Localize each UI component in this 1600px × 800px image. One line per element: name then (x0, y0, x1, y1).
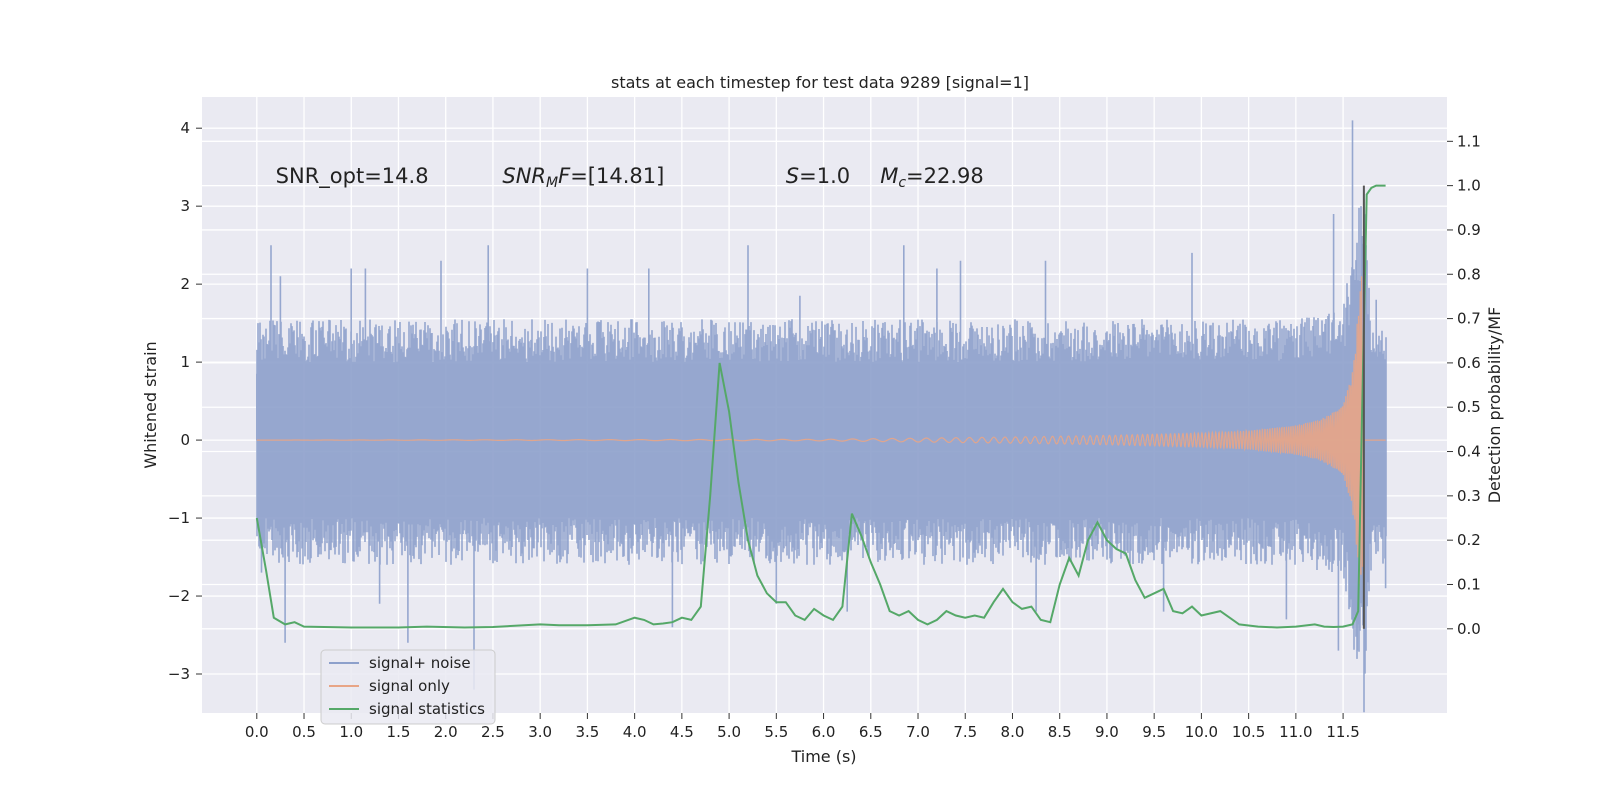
x-tick-label: 6.0 (812, 723, 836, 741)
x-tick-label: 10.0 (1185, 723, 1218, 741)
x-tick-label: 7.5 (953, 723, 977, 741)
y2-tick-label: 0.4 (1457, 443, 1481, 461)
legend: signal+ noise signal only signal statistic… (320, 649, 496, 725)
y2-tick-label: 0.6 (1457, 354, 1481, 372)
y2-tick-label: 0.5 (1457, 398, 1481, 416)
y-tick-label: −2 (168, 587, 190, 605)
annotation: SNR_opt=14.8 (276, 164, 429, 189)
x-tick-label: 2.0 (434, 723, 458, 741)
y-tick-label: 3 (180, 197, 190, 215)
x-tick-label: 3.0 (528, 723, 552, 741)
annotation: Mc=22.98 (880, 164, 984, 191)
signal-only-series (256, 276, 1386, 584)
x-tick-label: 9.0 (1095, 723, 1119, 741)
y2-tick-label: 0.2 (1457, 531, 1481, 549)
x-tick-label: 8.0 (1001, 723, 1025, 741)
x-tick-label: 5.0 (717, 723, 741, 741)
signal-noise-series (256, 120, 1387, 713)
y-tick-label: 2 (180, 275, 190, 293)
y-tick-label: 0 (180, 431, 190, 449)
legend-label: signal statistics (369, 700, 485, 718)
x-tick-label: 5.5 (764, 723, 788, 741)
y2-tick-label: 1.1 (1457, 132, 1481, 150)
y2-tick-label: 0.7 (1457, 310, 1481, 328)
y2-tick-label: 0.1 (1457, 575, 1481, 593)
x-tick-label: 10.5 (1232, 723, 1265, 741)
x-tick-label: 6.5 (859, 723, 883, 741)
x-tick-label: 0.0 (245, 723, 269, 741)
legend-box (320, 649, 496, 725)
x-tick-label: 11.0 (1279, 723, 1312, 741)
y2-tick-label: 0.9 (1457, 221, 1481, 239)
y-axis-label: Whitened strain (141, 341, 160, 468)
signal-statistics-series (255, 184, 1386, 629)
x-tick-label: 1.0 (339, 723, 363, 741)
x-tick-label: 7.0 (906, 723, 930, 741)
y-tick-label: 1 (180, 353, 190, 371)
y-tick-label: 4 (180, 119, 190, 137)
x-tick-label: 4.5 (670, 723, 694, 741)
annotations: SNR_opt=14.8 SNRMF=[14.81] S=1.0 Mc=22.98 (276, 164, 984, 191)
x-axis-label: Time (s) (790, 747, 856, 766)
signal-noise-trace (256, 120, 1387, 713)
x-tick-label: 11.5 (1326, 723, 1359, 741)
y2-tick-label: 0.8 (1457, 265, 1481, 283)
x-tick-label: 8.5 (1048, 723, 1072, 741)
y2-tick-label: 1.0 (1457, 177, 1481, 195)
x-tick-label: 0.5 (292, 723, 316, 741)
y-tick-label: −1 (168, 509, 190, 527)
x-tick-label: 4.0 (623, 723, 647, 741)
y-tick-label: −3 (168, 665, 190, 683)
annotation: S=1.0 (786, 164, 850, 188)
legend-label: signal only (369, 677, 450, 695)
signal-only-trace (256, 276, 1386, 584)
y2-axis-label: Detection probability/MF (1485, 307, 1504, 504)
x-tick-label: 2.5 (481, 723, 505, 741)
signal-statistics-line (255, 184, 1386, 629)
chart-title: stats at each timestep for test data 928… (611, 73, 1029, 92)
y2-tick-label: 0.3 (1457, 487, 1481, 505)
y2-tick-label: 0.0 (1457, 620, 1481, 638)
x-tick-label: 3.5 (575, 723, 599, 741)
x-tick-label: 1.5 (387, 723, 411, 741)
x-tick-label: 9.5 (1142, 723, 1166, 741)
annotation: SNRMF=[14.81] (502, 164, 664, 191)
axis-ticks: 0.0 0.5 1.0 1.5 2.0 2.5 3.0 3.5 4.0 4.5 5.0 5.5 6.0 6… (168, 119, 1481, 741)
legend-label: signal+ noise (369, 654, 471, 672)
